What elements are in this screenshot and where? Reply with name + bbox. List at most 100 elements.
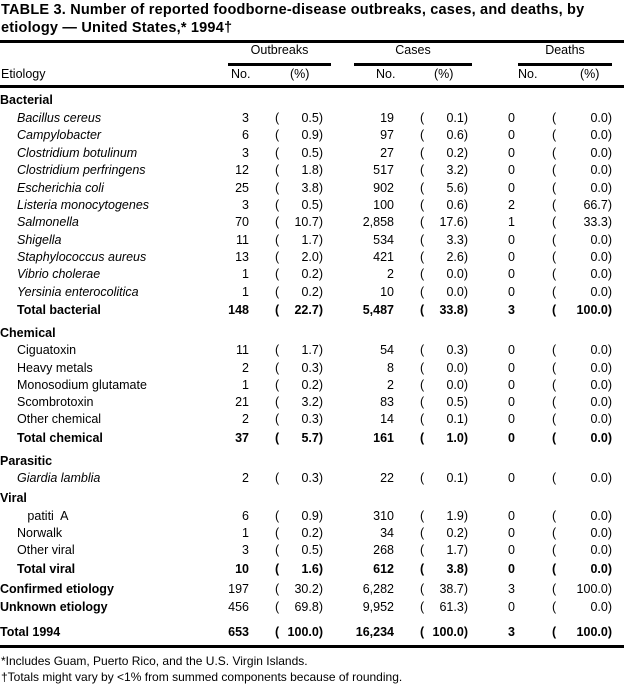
cell-outbreaks-no: 456 [228,600,249,614]
summary-row: Confirmed etiology 197 (30.2) 6,282 (38.7) 3 (… [0,581,624,598]
cell-value: 3.3 [446,233,464,247]
cell-deaths-no: 3 [508,303,515,317]
cell-outbreaks-no: 1 [242,526,249,540]
cell-cases-pct: 0.0) [446,267,468,281]
cell-value: 0.5 [446,395,464,409]
cell-value: 0.0 [590,111,608,125]
cell-deaths-no: 0 [508,163,515,177]
open-paren: ( [275,395,280,409]
cell-deaths-pct: 0.0) [590,128,612,142]
column-header-deaths-no: No. [518,67,538,81]
cell-deaths-pct: 0.0) [590,600,612,614]
cell-cases-pct: 0.5) [446,395,468,409]
cell-outbreaks-pct: 100.0) [287,625,323,639]
cell-value: 0.0 [590,395,608,409]
open-paren: ( [275,111,280,125]
open-paren: ( [552,395,557,409]
cell-cases-no: 9,952 [362,600,394,614]
cell-value: 0.0 [590,543,608,557]
cell-deaths-no: 0 [508,526,515,540]
cell-deaths-pct: 0.0) [590,395,612,409]
cell-deaths-no: 0 [508,233,515,247]
cell-value: 0.2 [301,378,319,392]
open-paren: ( [420,509,425,523]
row-label: Chemical [0,326,56,340]
cell-deaths-no: 0 [508,361,515,375]
cell-value: 100.0 [576,582,608,596]
cell-value: 2.0 [301,250,319,264]
cell-deaths-no: 0 [508,431,515,445]
open-paren: ( [552,181,557,195]
cell-deaths-no: 0 [508,267,515,281]
row-label: Other viral [17,543,75,557]
cell-cases-pct: 2.6) [446,250,468,264]
open-paren: ( [420,181,425,195]
cell-deaths-pct: 0.0) [590,562,612,576]
open-paren: ( [420,163,425,177]
cell-deaths-no: 0 [508,343,515,357]
cell-outbreaks-pct: 3.8) [301,181,323,195]
cell-outbreaks-pct: 0.3) [301,412,323,426]
cell-value: 100.0 [576,625,608,639]
table-row: Scombrotoxin 21 (3.2) 83 (0.5) 0 (0.0) [0,394,624,411]
cell-deaths-no: 0 [508,378,515,392]
open-paren: ( [552,625,557,639]
open-paren: ( [552,303,557,317]
cell-cases-no: 97 [380,128,394,142]
cell-value: 1.6 [301,562,319,576]
cell-deaths-pct: 0.0) [590,267,612,281]
row-label: Scombrotoxin [17,395,94,409]
cell-cases-no: 310 [373,509,394,523]
category-row: Parasitic [0,453,624,470]
open-paren: ( [275,215,280,229]
row-label: Parasitic [0,454,53,468]
cell-cases-no: 100 [373,198,394,212]
column-header-cases-no: No. [376,67,396,81]
cell-outbreaks-pct: 0.9) [301,128,323,142]
group-rule-cases [354,63,472,66]
row-label: Total bacterial [17,303,101,317]
cell-value: 0.0 [590,250,608,264]
cell-outbreaks-no: 12 [235,163,249,177]
cell-deaths-pct: 0.0) [590,111,612,125]
row-label: Unknown etiology [0,600,108,614]
subtotal-row: Total chemical 37 (5.7) 161 (1.0) 0 (0.0) [0,430,624,447]
cell-cases-pct: 0.6) [446,128,468,142]
cell-cases-no: 10 [380,285,394,299]
table-row: Escherichia coli 25 (3.8) 902 (5.6) 0 (0.0) [0,180,624,197]
cell-deaths-no: 0 [508,128,515,142]
cell-outbreaks-pct: 0.5) [301,198,323,212]
row-label: Clostridium perfringens [17,163,146,177]
table-row: Clostridium perfringens 12 (1.8) 517 (3.2) 0 (… [0,162,624,179]
open-paren: ( [420,395,425,409]
open-paren: ( [275,543,280,557]
open-paren: ( [552,562,557,576]
cell-cases-no: 612 [373,562,394,576]
row-label: Salmonella [17,215,79,229]
cell-outbreaks-pct: 0.9) [301,509,323,523]
cell-outbreaks-pct: 0.2) [301,526,323,540]
cell-deaths-pct: 0.0) [590,285,612,299]
cell-value: 0.2 [301,267,319,281]
cell-cases-pct: 1.0) [446,431,468,445]
cell-value: 0.0 [590,128,608,142]
open-paren: ( [420,111,425,125]
table-title: TABLE 3. Number of reported foodborne-di… [1,2,585,36]
cell-cases-pct: 1.7) [446,543,468,557]
cell-value: 1.7 [301,233,319,247]
cell-deaths-pct: 100.0) [576,582,612,596]
cell-cases-pct: 0.1) [446,412,468,426]
cell-deaths-pct: 0.0) [590,526,612,540]
cell-deaths-no: 0 [508,181,515,195]
cell-deaths-pct: 0.0) [590,361,612,375]
open-paren: ( [552,267,557,281]
cell-cases-pct: 61.3) [439,600,468,614]
open-paren: ( [420,343,425,357]
table-row: Clostridium botulinum 3 (0.5) 27 (0.2) 0 (0.0) [0,145,624,162]
table-row: Ciguatoxin 11 (1.7) 54 (0.3) 0 (0.0) [0,342,624,359]
cell-deaths-pct: 0.0) [590,233,612,247]
cell-outbreaks-pct: 0.2) [301,267,323,281]
cell-deaths-pct: 0.0) [590,146,612,160]
cell-value: 0.0 [590,526,608,540]
open-paren: ( [552,146,557,160]
